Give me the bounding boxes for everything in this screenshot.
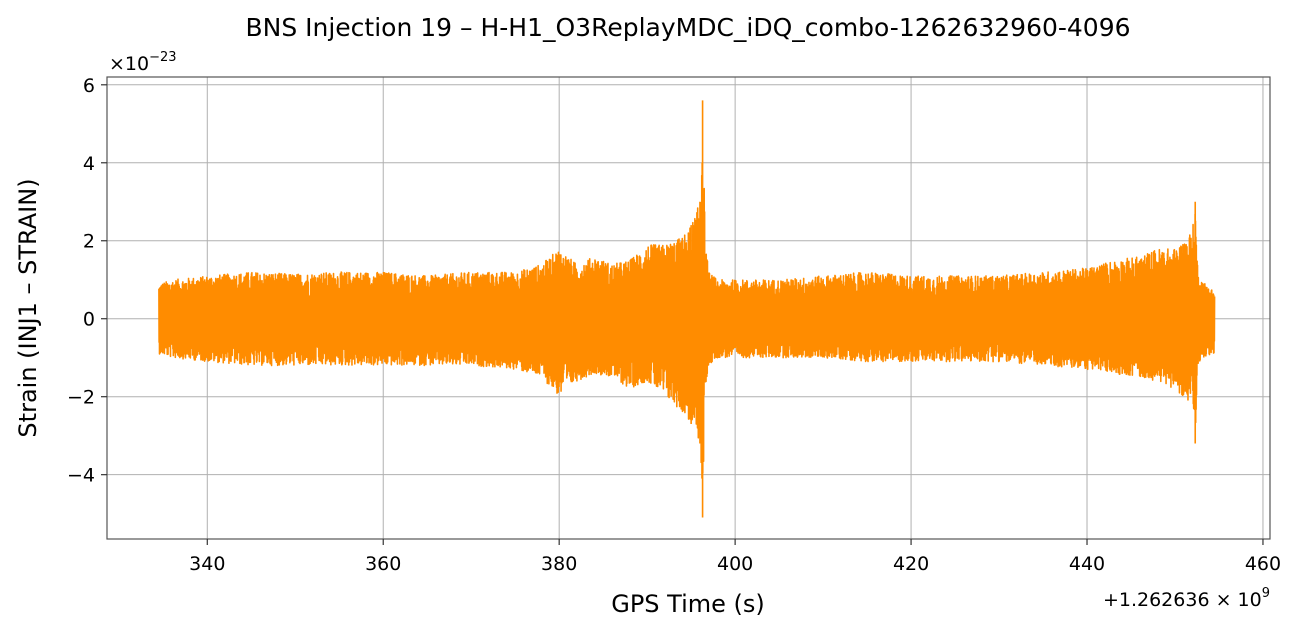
x-tick-label: 400 [717,553,753,575]
plot-area [158,100,1216,518]
axes-frame [106,76,1271,540]
x-tick-label: 420 [893,553,929,575]
x-axis-ticks: 340 360 380 400 420 440 460 [189,539,1281,575]
y-tick-label: 4 [83,153,95,175]
strain-series-line [158,100,1216,518]
y-tick-label: −2 [67,387,95,409]
x-tick-label: 380 [541,553,577,575]
y-axis-label: Strain (INJ1 – STRAIN) [14,178,42,437]
x-tick-label: 460 [1245,553,1281,575]
y-scale-factor: ×10−23 [109,50,177,75]
y-tick-label: −4 [67,465,95,487]
y-axis-ticks: −4 −2 0 2 4 6 [67,75,107,487]
x-offset-factor: +1.262636 × 109 [1103,586,1270,611]
y-tick-label: 0 [83,309,95,331]
chart-title: BNS Injection 19 – H-H1_O3ReplayMDC_iDQ_… [245,13,1130,42]
x-tick-label: 360 [365,553,401,575]
x-tick-label: 340 [189,553,225,575]
x-axis-label: GPS Time (s) [611,590,765,618]
x-tick-label: 440 [1069,553,1105,575]
y-tick-label: 2 [83,231,95,253]
y-tick-label: 6 [83,75,95,97]
